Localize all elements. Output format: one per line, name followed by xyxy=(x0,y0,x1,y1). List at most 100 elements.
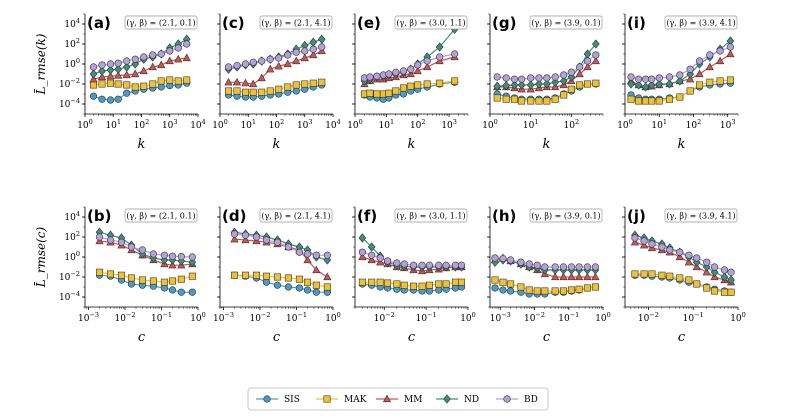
x-tick-label: 10−2 xyxy=(374,311,395,324)
panel-label: (i) xyxy=(627,14,646,32)
point-BD xyxy=(392,68,400,76)
panel-g: 100 101 102 (g) (γ, β) = (3.9, 0.1) k xyxy=(482,13,604,152)
point-MM xyxy=(583,62,592,71)
point-BD xyxy=(241,60,250,68)
y-tick-label: 104 xyxy=(64,210,80,223)
point-MAK xyxy=(368,278,376,286)
x-axis-label: c xyxy=(678,330,686,345)
point-MAK xyxy=(177,275,185,283)
point-BD xyxy=(533,261,541,269)
point-MAK xyxy=(407,82,415,90)
x-tick-label: 10−1 xyxy=(151,311,172,324)
params-box xyxy=(394,208,468,223)
point-MAK xyxy=(149,277,157,285)
x-tick-label: 101 xyxy=(651,118,667,131)
point-MAK xyxy=(252,271,260,279)
point-ND xyxy=(727,275,735,285)
y-axis-label: L̄_rmse(k) xyxy=(33,33,48,95)
point-ND xyxy=(641,82,650,92)
point-MAK xyxy=(233,87,241,95)
series-ND xyxy=(493,39,600,91)
point-BD xyxy=(418,261,426,269)
point-MM xyxy=(122,70,131,79)
point-MM xyxy=(702,267,711,276)
point-MAK xyxy=(295,275,303,283)
x-tick-label: 102 xyxy=(134,118,150,131)
point-BD xyxy=(414,61,422,69)
point-SIS xyxy=(114,95,122,103)
point-MAK xyxy=(676,274,684,282)
point-MAK xyxy=(90,81,98,89)
point-MM xyxy=(165,56,174,65)
point-BD xyxy=(409,261,418,269)
point-BD xyxy=(710,263,719,271)
x-axis-label: c xyxy=(543,330,551,345)
series-MAK xyxy=(493,79,600,105)
params-box xyxy=(664,208,738,223)
x-tick-label: 10−2 xyxy=(250,311,271,324)
point-ND xyxy=(122,62,131,72)
point-MM xyxy=(266,64,275,73)
params-text: (γ, β) = (3.9, 4.1) xyxy=(666,212,735,221)
series-BD xyxy=(491,254,600,271)
point-BD xyxy=(149,250,158,258)
point-BD xyxy=(493,73,501,81)
point-SIS xyxy=(292,87,300,95)
series-line-MM xyxy=(228,50,323,85)
point-ND xyxy=(98,66,106,76)
point-MM xyxy=(97,72,107,81)
x-axis-label: c xyxy=(138,330,146,345)
point-BD xyxy=(583,57,592,65)
point-MAK xyxy=(242,88,250,96)
point-MM xyxy=(630,237,640,246)
point-BD xyxy=(399,67,408,75)
x-tick-label: 10−2 xyxy=(115,311,136,324)
point-MAK xyxy=(262,272,270,280)
point-BD xyxy=(318,43,326,51)
point-MM xyxy=(367,255,376,264)
point-MAK xyxy=(584,80,592,88)
point-SIS xyxy=(89,92,98,100)
point-MAK xyxy=(160,278,168,286)
x-tick-label: 104 xyxy=(190,118,206,131)
point-MM xyxy=(309,50,318,59)
series-MAK xyxy=(631,270,735,296)
series-MAK xyxy=(358,278,466,290)
x-tick-label: 100 xyxy=(617,118,633,131)
point-MAK xyxy=(373,90,381,98)
point-MM xyxy=(684,257,693,266)
point-ND xyxy=(106,65,115,75)
x-tick-label: 10−1 xyxy=(558,311,579,324)
x-tick-label: 10−3 xyxy=(78,311,99,324)
point-BD xyxy=(517,258,525,266)
point-BD xyxy=(157,50,165,58)
point-MAK xyxy=(551,95,559,103)
point-ND xyxy=(502,80,510,91)
point-BD xyxy=(166,47,174,55)
series-MM xyxy=(89,53,191,83)
point-BD xyxy=(716,47,724,55)
point-MM xyxy=(224,77,233,86)
point-MM xyxy=(230,234,239,243)
point-MAK xyxy=(138,276,146,284)
point-BD xyxy=(258,57,266,65)
x-tick-label: 102 xyxy=(269,118,285,131)
point-ND xyxy=(517,80,526,90)
x-tick-label: 101 xyxy=(240,118,256,131)
point-MAK xyxy=(318,78,326,86)
point-ND xyxy=(526,80,535,90)
point-MM xyxy=(715,56,725,65)
point-MM xyxy=(292,56,301,65)
point-ND xyxy=(367,242,376,252)
point-MAK xyxy=(312,281,320,289)
series-SIS xyxy=(358,280,466,295)
point-BD xyxy=(95,233,104,241)
point-BD xyxy=(592,51,600,59)
point-MAK xyxy=(400,281,408,289)
params-text: (γ, β) = (2.1, 4.1) xyxy=(261,19,330,28)
point-MAK xyxy=(507,280,515,288)
point-BD xyxy=(309,45,317,53)
point-BD xyxy=(323,251,331,259)
point-BD xyxy=(106,236,115,244)
panel-label: (b) xyxy=(87,207,111,225)
